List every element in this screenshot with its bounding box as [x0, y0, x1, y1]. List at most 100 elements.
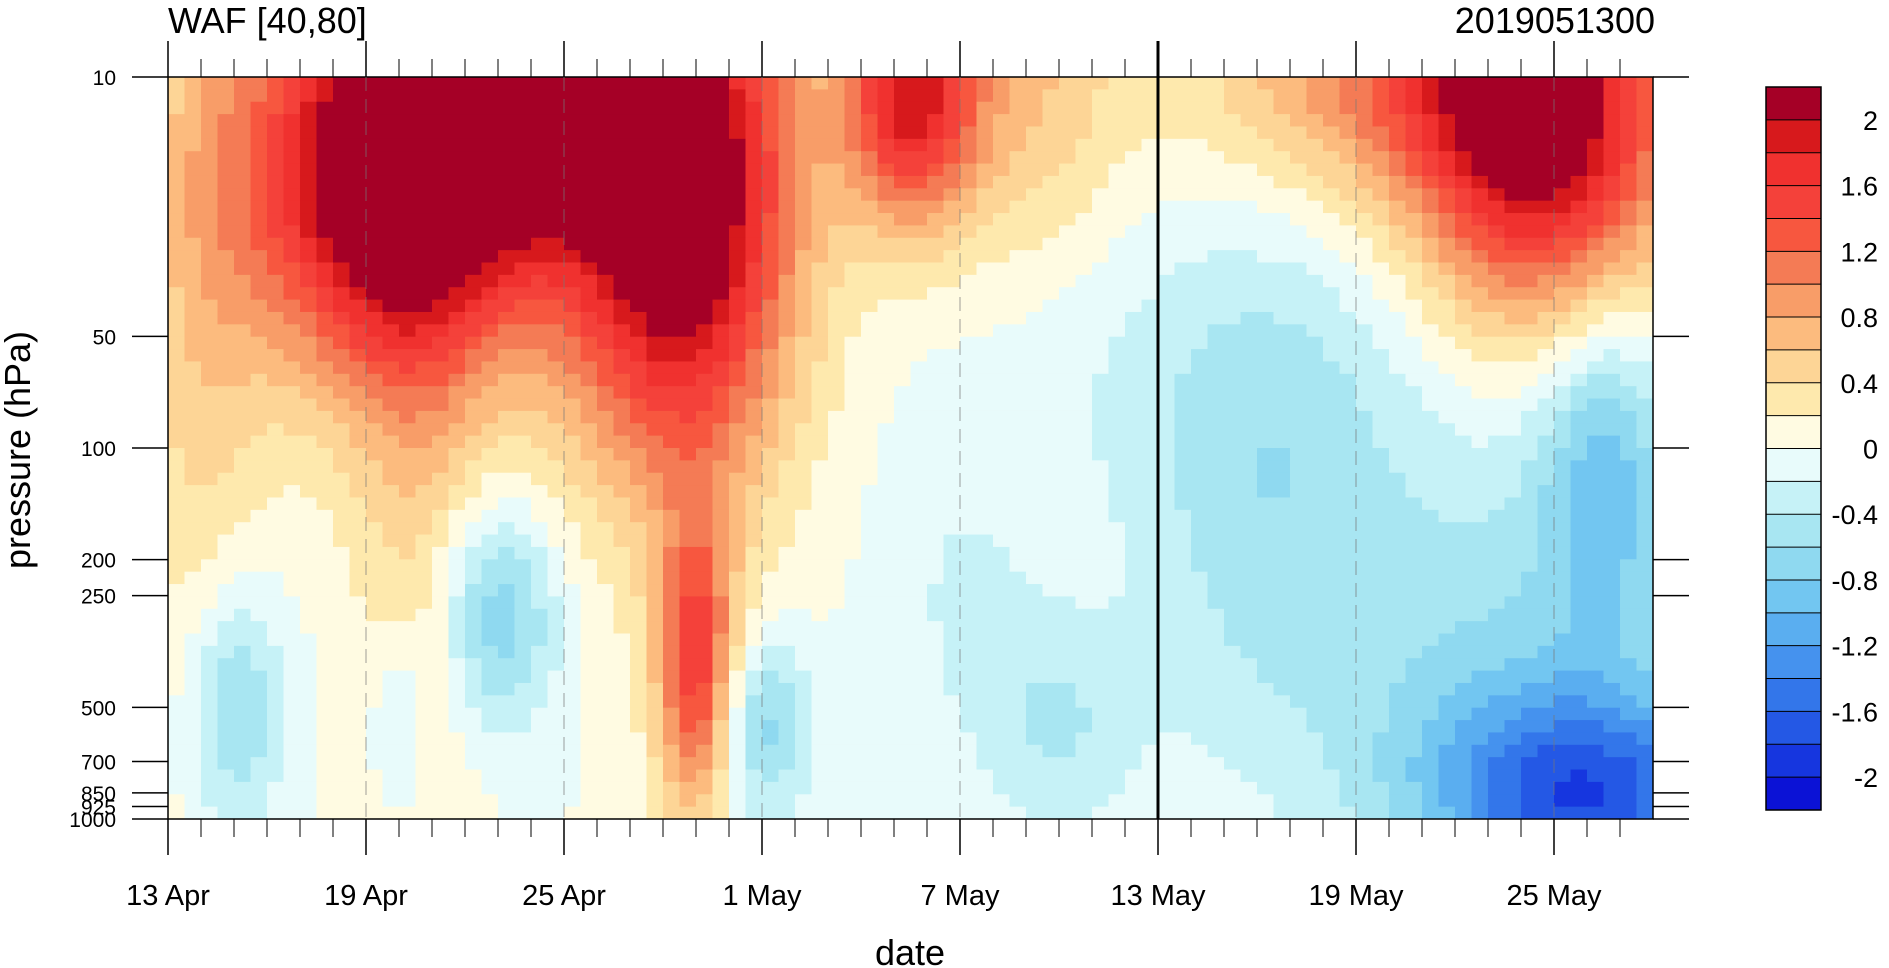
field-cell	[1290, 262, 1308, 276]
field-cell	[795, 608, 813, 622]
field-cell	[745, 522, 763, 536]
field-cell	[399, 497, 417, 511]
field-cell	[234, 386, 252, 400]
field-cell	[1504, 769, 1522, 783]
field-cell	[1389, 633, 1407, 647]
field-cell	[1075, 262, 1093, 276]
field-cell	[1158, 806, 1176, 819]
field-cell	[712, 658, 730, 672]
field-cell	[366, 398, 384, 412]
field-cell	[1158, 621, 1176, 635]
field-cell	[613, 559, 631, 573]
field-cell	[1125, 658, 1143, 672]
field-cell	[877, 781, 895, 795]
field-cell	[349, 138, 367, 152]
field-cell	[1224, 658, 1242, 672]
field-cell	[993, 794, 1011, 808]
field-cell	[712, 485, 730, 499]
field-cell	[1537, 89, 1555, 103]
field-cell	[762, 645, 780, 659]
field-cell	[663, 151, 681, 165]
field-cell	[547, 361, 565, 375]
field-cell	[877, 386, 895, 400]
field-cell	[564, 534, 582, 548]
field-cell	[1059, 175, 1077, 189]
field-cell	[1240, 546, 1258, 560]
field-cell	[1026, 497, 1044, 511]
field-cell	[762, 77, 780, 90]
field-cell	[1224, 225, 1242, 239]
field-cell	[729, 472, 747, 486]
field-cell	[927, 757, 945, 771]
field-cell	[1059, 534, 1077, 548]
field-cell	[1240, 534, 1258, 548]
field-cell	[729, 163, 747, 177]
field-cell	[960, 373, 978, 387]
field-cell	[1389, 311, 1407, 325]
field-cell	[1158, 522, 1176, 536]
field-cell	[1092, 262, 1110, 276]
field-cell	[1125, 633, 1143, 647]
field-cell	[630, 213, 648, 226]
field-cell	[168, 633, 186, 647]
field-cell	[613, 311, 631, 325]
field-cell	[465, 497, 483, 511]
field-cell	[844, 299, 862, 313]
field-cell	[300, 732, 318, 746]
field-cell	[1339, 534, 1357, 548]
field-cell	[415, 89, 433, 103]
field-cell	[267, 781, 285, 795]
field-cell	[1059, 460, 1077, 474]
field-cell	[1191, 336, 1209, 350]
field-cell	[960, 200, 978, 214]
field-cell	[316, 757, 334, 771]
field-cell	[1174, 126, 1192, 140]
field-cell	[300, 658, 318, 672]
field-cell	[514, 546, 532, 560]
field-cell	[943, 621, 961, 635]
field-cell	[1422, 781, 1440, 795]
field-cell	[465, 126, 483, 140]
field-cell	[415, 757, 433, 771]
field-cell	[1026, 126, 1044, 140]
field-cell	[745, 175, 763, 189]
field-cell	[1339, 410, 1357, 424]
field-cell	[1356, 126, 1374, 140]
field-cell	[646, 274, 664, 288]
field-cell	[217, 608, 235, 622]
field-cell	[1042, 262, 1060, 276]
field-cell	[481, 633, 499, 647]
field-cell	[1224, 435, 1242, 449]
field-cell	[762, 757, 780, 771]
field-cell	[1471, 485, 1489, 499]
field-cell	[1405, 744, 1423, 758]
field-cell	[366, 732, 384, 746]
field-cell	[613, 101, 631, 115]
field-cell	[1009, 163, 1027, 177]
field-cell	[811, 435, 829, 449]
field-cell	[1422, 695, 1440, 709]
field-cell	[976, 77, 994, 90]
field-cell	[1471, 534, 1489, 548]
field-cell	[1108, 584, 1126, 597]
field-cell	[960, 262, 978, 276]
field-cell	[910, 485, 928, 499]
field-cell	[663, 546, 681, 560]
field-cell	[811, 633, 829, 647]
field-cell	[1306, 287, 1324, 301]
field-cell	[762, 225, 780, 239]
field-cell	[663, 460, 681, 474]
field-cell	[1372, 472, 1390, 486]
field-cell	[993, 806, 1011, 819]
field-cell	[745, 658, 763, 672]
field-cell	[201, 695, 219, 709]
field-cell	[1356, 584, 1374, 597]
field-cell	[1042, 608, 1060, 622]
field-cell	[1521, 584, 1539, 597]
field-cell	[250, 670, 268, 684]
field-cell	[382, 794, 400, 808]
field-cell	[1174, 658, 1192, 672]
field-cell	[1422, 608, 1440, 622]
field-cell	[679, 213, 697, 226]
field-cell	[729, 522, 747, 536]
